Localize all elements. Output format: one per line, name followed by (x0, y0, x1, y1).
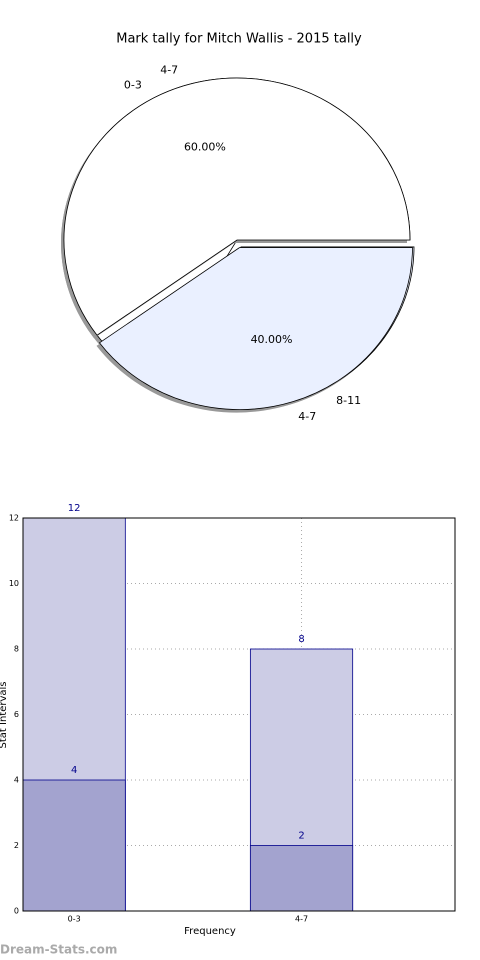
y-tick-label: 6 (14, 710, 19, 719)
bar (249, 845, 354, 912)
y-axis-label: Stat Intervals (0, 681, 9, 748)
pie-value-label: 60.00% (184, 141, 226, 154)
pie-label: 4-7 (298, 410, 316, 423)
x-axis-label: Frequency (184, 926, 236, 937)
bar-value-label: 4 (71, 765, 77, 776)
bar (22, 779, 126, 912)
y-tick-label: 2 (14, 841, 19, 850)
bar-value-label: 12 (68, 503, 81, 514)
y-tick-label: 8 (14, 645, 19, 654)
watermark: Dream-Stats.com (0, 943, 117, 957)
pie-label: 8-11 (336, 394, 361, 407)
x-tick-label: 4-7 (295, 915, 308, 924)
bar-value-label: 2 (298, 831, 304, 842)
x-tick-label: 0-3 (68, 915, 81, 924)
pie-label: 0-3 (124, 79, 142, 92)
pie-slice (63, 77, 411, 336)
pie-title: Mark tally for Mitch Wallis - 2015 tally (116, 32, 362, 47)
y-tick-label: 0 (14, 907, 19, 916)
y-tick-label: 4 (14, 776, 19, 785)
pie-label: 4-7 (160, 64, 178, 77)
plot-frame (22, 517, 456, 912)
pie-value-label: 40.00% (251, 333, 293, 346)
pie-slice (98, 247, 413, 411)
bar-value-label: 8 (298, 634, 304, 645)
y-tick-label: 12 (9, 514, 19, 523)
y-tick-label: 10 (9, 579, 19, 588)
